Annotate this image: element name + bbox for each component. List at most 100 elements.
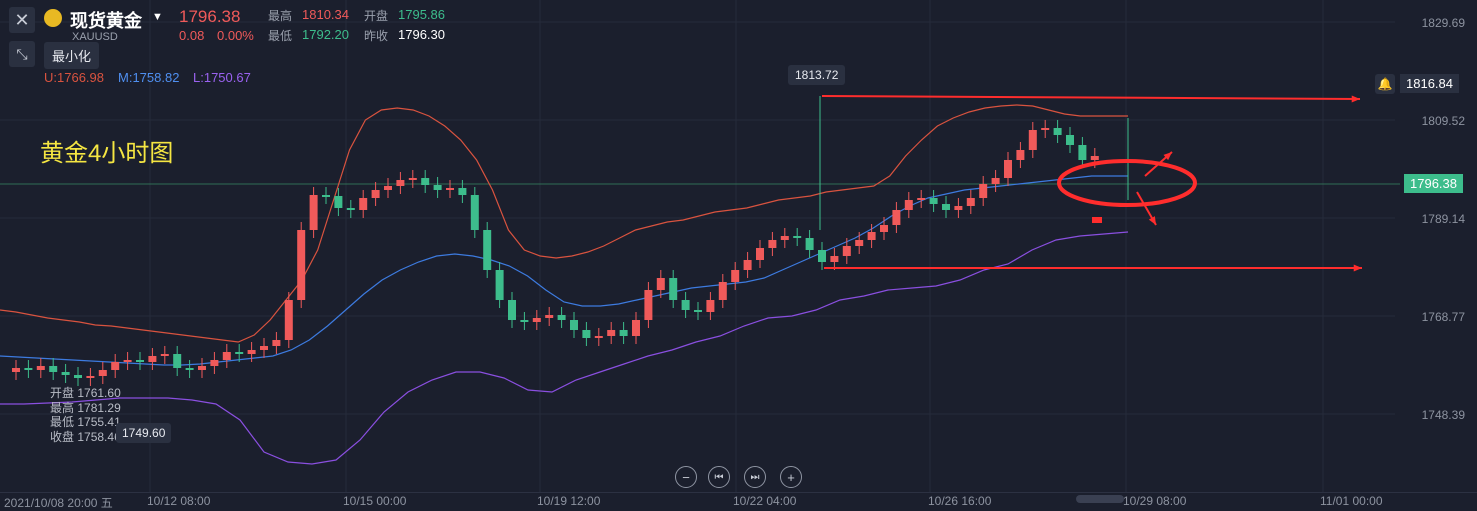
time-axis-label: 10/29 08:00	[1123, 494, 1187, 508]
candle-body	[929, 198, 938, 204]
candle-body	[74, 375, 82, 378]
candle-body	[520, 320, 529, 322]
candle-body	[743, 260, 752, 270]
low-label: 最低	[268, 29, 293, 43]
candle-body	[669, 278, 678, 300]
time-axis-label: 10/15 00:00	[343, 494, 407, 508]
candle-body	[185, 368, 194, 370]
candle-body	[86, 376, 95, 378]
candle-body	[421, 178, 430, 185]
candle-body	[656, 278, 665, 290]
candle-body	[148, 356, 157, 362]
candle-body	[49, 366, 58, 372]
peak-price-label: 1813.72	[788, 65, 846, 85]
candle-body	[24, 368, 33, 370]
time-axis-label: 10/26 16:00	[928, 494, 992, 508]
candle-body	[508, 300, 516, 320]
time-axis-label: 10/22 04:00	[733, 494, 797, 508]
candle-body	[731, 270, 740, 282]
open-value: 1795.86	[398, 7, 445, 22]
candle-body	[1028, 130, 1037, 150]
candle-body	[594, 336, 603, 338]
minimize-button[interactable]: ⤡	[9, 41, 35, 67]
low-value: 1792.20	[302, 27, 349, 42]
alert-price-tag[interactable]: 1816.84	[1400, 74, 1459, 93]
candle-body	[384, 186, 392, 190]
ohlc-tooltip: 开盘 1761.60 最高 1781.29 最低 1755.41 收盘 1758…	[50, 386, 121, 444]
upper-band-line	[0, 104, 1128, 343]
resistance-arrow	[821, 95, 1361, 100]
candle-body	[991, 178, 1000, 184]
candle-body	[570, 320, 578, 330]
candle-body	[619, 330, 628, 336]
candle-body	[557, 315, 566, 320]
candle-body	[880, 225, 888, 232]
candle-body	[966, 198, 975, 206]
candle-body	[408, 178, 417, 180]
time-axis-label: 2021/10/08 20:00 五	[4, 496, 113, 510]
current-price-tag: 1796.38	[1404, 174, 1463, 193]
bell-icon[interactable]: 🔔	[1375, 74, 1395, 94]
symbol-label: XAUUSD	[72, 31, 118, 43]
candle-body	[297, 230, 306, 300]
tooltip-close-label: 收盘	[50, 429, 75, 444]
instrument-name[interactable]: 现货黄金	[70, 11, 142, 31]
price-change-pct: 0.00%	[217, 28, 254, 43]
price-axis-label: 1768.77	[1421, 310, 1465, 324]
candle-body	[718, 282, 727, 300]
candle-body	[1004, 160, 1012, 178]
close-button[interactable]: ✕	[9, 7, 35, 33]
candle-body	[706, 300, 715, 312]
candle-body	[818, 250, 826, 262]
chevron-down-icon[interactable]: ▼	[152, 11, 163, 23]
support-arrow-head	[1353, 264, 1362, 272]
candle-body	[359, 198, 368, 210]
gold-coin-icon	[44, 9, 62, 27]
candle-body	[160, 354, 169, 356]
scroll-left-button[interactable]: ⏮	[708, 466, 730, 488]
candle-body	[855, 240, 864, 246]
candle-body	[173, 354, 182, 368]
time-axis	[0, 492, 1477, 505]
candle-body	[446, 188, 454, 190]
candle-body	[1090, 156, 1099, 160]
zoom-in-button[interactable]: +	[780, 466, 802, 488]
lower-band-line	[0, 231, 1129, 465]
price-axis-label: 1829.69	[1421, 16, 1465, 30]
candle-body	[346, 208, 355, 210]
candle-body	[198, 366, 206, 370]
candle-body	[483, 230, 492, 270]
candle-body	[61, 372, 70, 375]
candle-body	[495, 270, 504, 300]
candle-body	[805, 238, 814, 250]
candle-body	[892, 210, 901, 225]
candle-body	[942, 204, 950, 210]
candle-body	[247, 350, 256, 354]
candle-body	[458, 188, 467, 195]
candle-body	[111, 362, 120, 370]
price-change: 0.08	[179, 28, 205, 43]
prev-close-label: 昨收	[364, 29, 389, 43]
candle-body	[284, 300, 293, 340]
price-chart[interactable]	[0, 0, 1477, 492]
candle-body	[768, 240, 777, 248]
candle-body	[681, 300, 690, 310]
zoom-out-button[interactable]: −	[675, 466, 697, 488]
candle-body	[756, 248, 764, 260]
candle-body	[582, 330, 591, 338]
candle-body	[260, 346, 268, 350]
scrollbar-thumb[interactable]	[1076, 495, 1124, 503]
highlight-circle	[1057, 159, 1197, 207]
high-label: 最高	[268, 9, 293, 23]
candle-body	[830, 256, 839, 262]
candle-body	[272, 340, 281, 346]
time-axis-label: 10/19 12:00	[537, 494, 601, 508]
candle-body	[309, 195, 318, 230]
candle-body	[433, 185, 442, 190]
candle-body	[1078, 145, 1087, 160]
minimize-tooltip: 最小化	[44, 42, 100, 69]
tooltip-low-label: 最低	[50, 415, 75, 429]
high-value: 1810.34	[302, 7, 349, 22]
candle-body	[979, 184, 988, 198]
scroll-right-button[interactable]: ⏭	[744, 466, 766, 488]
